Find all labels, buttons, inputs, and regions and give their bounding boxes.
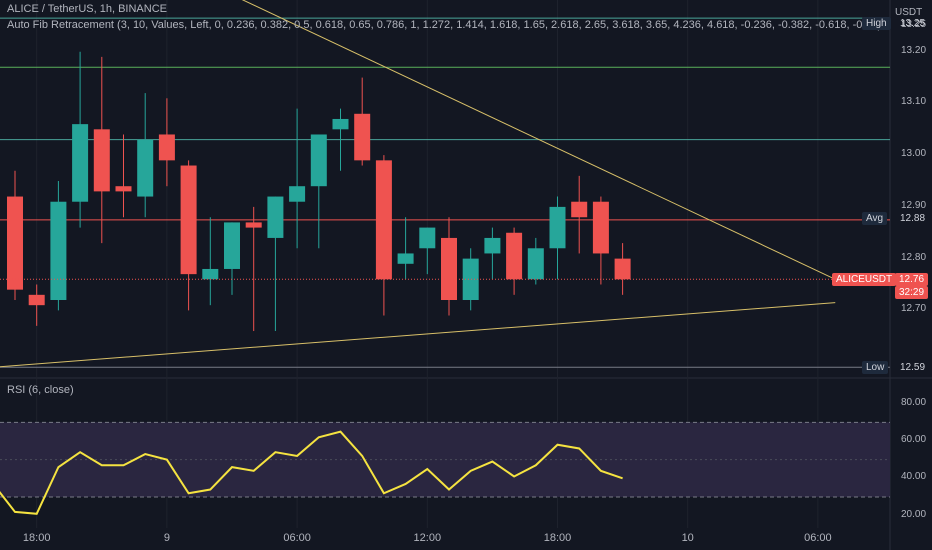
last-price-value: 12.76 — [895, 273, 929, 287]
avg-tag-label: Avg — [862, 212, 888, 226]
candle-body — [527, 248, 544, 280]
time-tick-label: 06:00 — [283, 532, 311, 544]
rsi-tick-label: 60.00 — [901, 434, 927, 445]
candle-body — [137, 139, 154, 197]
candle-body — [592, 201, 609, 254]
candle-body — [72, 124, 89, 202]
candle-body — [310, 134, 327, 187]
candle-body — [332, 118, 349, 130]
time-tick-label: 06:00 — [804, 532, 832, 544]
low-tag-value: 12.59 — [900, 362, 926, 374]
symbol-title[interactable]: ALICE / TetherUS, 1h, BINANCE — [7, 3, 167, 15]
price-tick-label: 12.70 — [901, 303, 927, 315]
price-tick-label: 12.90 — [901, 199, 927, 211]
rsi-legend[interactable]: RSI (6, close) — [7, 384, 74, 396]
trendline — [0, 302, 836, 368]
symbol-price-tag: ALICEUSDT — [832, 273, 897, 287]
candle-body — [224, 222, 240, 269]
candle-body — [180, 165, 197, 275]
candle-body — [462, 258, 479, 300]
high-tag-value: 13.25 — [900, 18, 926, 30]
candle-body — [441, 237, 457, 300]
candle-body — [28, 294, 45, 306]
candle-body — [375, 160, 392, 280]
candle-body — [484, 237, 501, 254]
candle-body — [267, 196, 284, 238]
price-tick-label: 13.25 — [901, 18, 927, 30]
time-tick-label: 18:00 — [543, 532, 572, 544]
trendline — [241, 0, 836, 280]
time-tick-label: 18:00 — [22, 532, 51, 544]
candle-body — [397, 253, 414, 264]
candle-body — [115, 186, 132, 192]
high-tag-label: High — [862, 17, 891, 31]
price-tick-label: 13.10 — [901, 96, 927, 108]
fib-indicator-legend[interactable]: Auto Fib Retracement (3, 10, Values, Lef… — [7, 19, 882, 31]
candle-body — [158, 134, 175, 161]
candle-body — [614, 258, 631, 280]
price-tick-label: 13.00 — [901, 148, 927, 160]
avg-tag-value: 12.88 — [900, 213, 926, 225]
rsi-tick-label: 20.00 — [901, 508, 927, 520]
rsi-line — [0, 430, 623, 515]
low-tag-label: Low — [862, 361, 889, 375]
candle-body — [549, 206, 566, 249]
candle-body — [7, 196, 23, 290]
time-tick-label: 9 — [163, 532, 170, 544]
candle-body — [93, 129, 110, 192]
candle-body — [245, 222, 262, 228]
candle-body — [354, 113, 371, 161]
bar-countdown: 32:29 — [895, 286, 929, 300]
currency-label[interactable]: USDT — [895, 7, 923, 18]
candle-body — [289, 186, 306, 202]
candle-body — [571, 201, 588, 218]
time-tick-label: 10 — [681, 532, 694, 544]
rsi-tick-label: 80.00 — [901, 396, 927, 408]
candle-body — [506, 232, 523, 280]
price-tick-label: 13.20 — [901, 44, 927, 56]
candle-body — [50, 201, 67, 300]
time-tick-label: 12:00 — [413, 532, 442, 544]
candle-body — [202, 268, 219, 280]
rsi-tick-label: 40.00 — [901, 471, 927, 483]
price-tick-label: 12.80 — [901, 251, 927, 263]
candle-body — [419, 227, 436, 249]
